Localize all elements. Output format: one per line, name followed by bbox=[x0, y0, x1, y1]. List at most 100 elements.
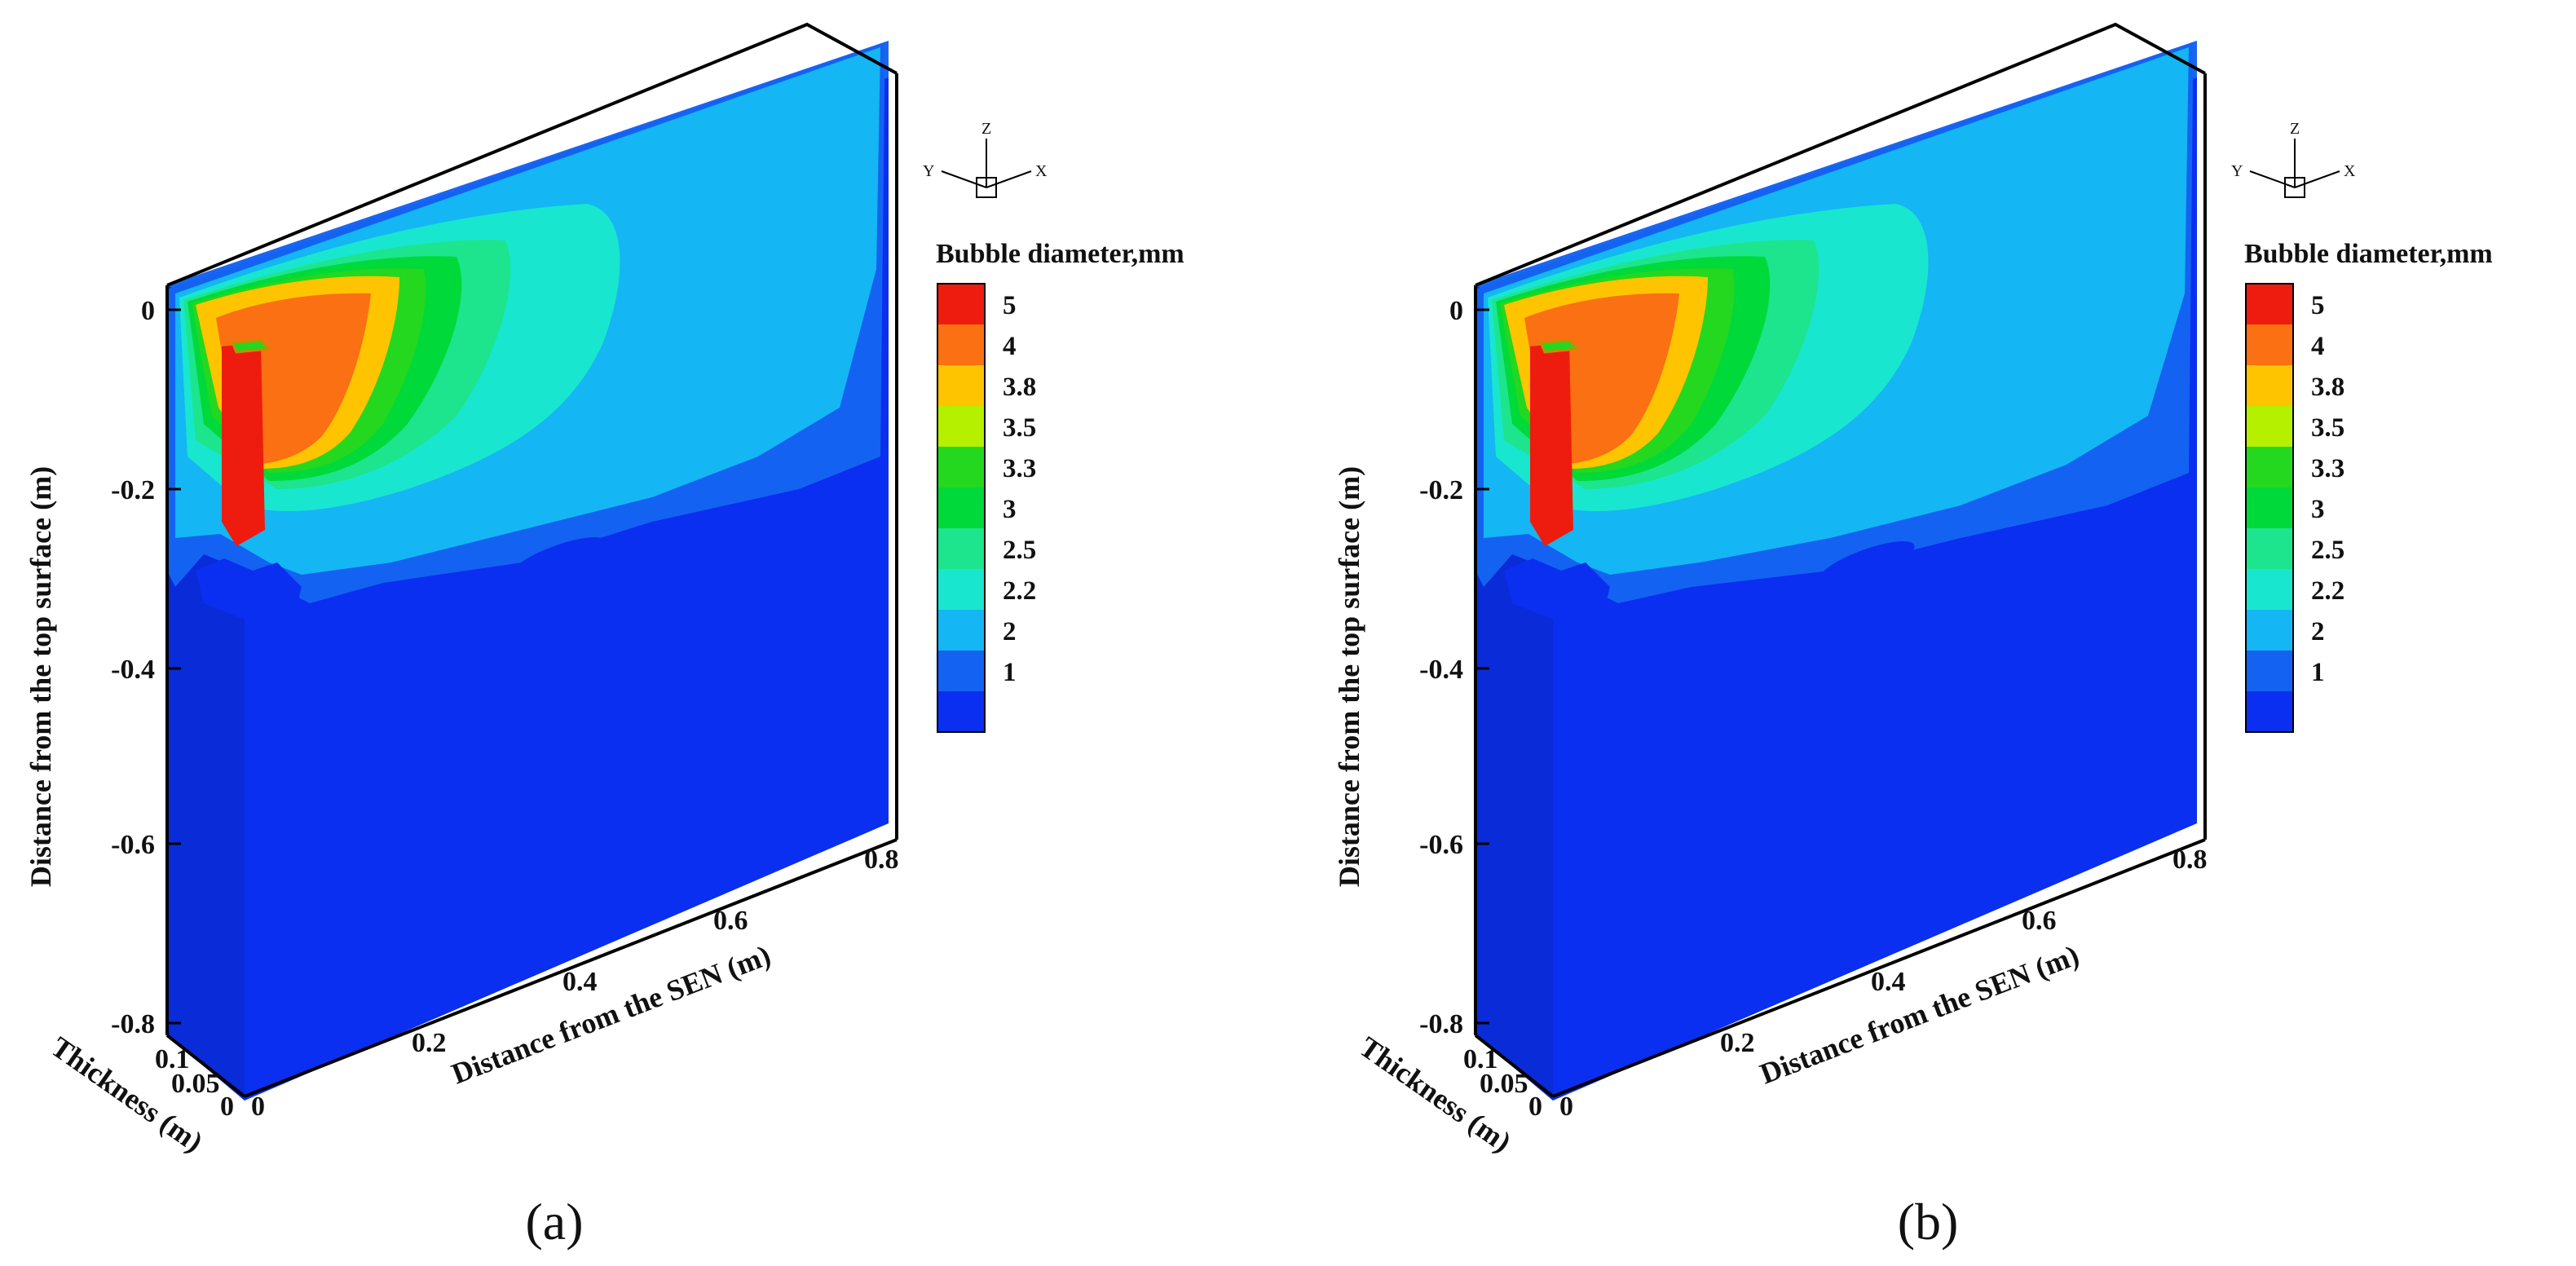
axis-triad: Z X Y bbox=[923, 120, 1048, 198]
z-axis: 0 -0.2 -0.4 -0.6 -0.8 Distance from the … bbox=[24, 296, 181, 1039]
panel-label-a: (a) bbox=[525, 1193, 583, 1251]
legend-label-7: 2.2 bbox=[1003, 576, 1036, 606]
legend-swatch-2 bbox=[937, 365, 985, 406]
z-tick-label-4: -0.8 bbox=[1419, 1009, 1463, 1039]
triad-z-label: Z bbox=[981, 120, 991, 138]
box-front-bottom bbox=[1552, 838, 2206, 1098]
y-tick-label-1: 0.05 bbox=[171, 1069, 220, 1099]
legend-label-4: 3.3 bbox=[2311, 454, 2344, 483]
z-axis-tick: -0.6 bbox=[1419, 830, 1489, 860]
legend-border bbox=[937, 283, 986, 733]
z-axis-tick: 0 bbox=[141, 296, 181, 326]
contour-pocket bbox=[510, 537, 607, 580]
legend-swatch-4 bbox=[2246, 447, 2293, 487]
axis-triad: Z X Y bbox=[2231, 120, 2356, 198]
legend-label-2: 3.8 bbox=[2311, 373, 2344, 402]
legend-swatch-8 bbox=[937, 610, 985, 651]
x-tick-label-3: 0.6 bbox=[713, 906, 748, 936]
x-tick-label-2: 0.4 bbox=[1871, 967, 1906, 997]
z-tick-label-4: -0.8 bbox=[111, 1009, 155, 1039]
z-tick-label-3: -0.6 bbox=[1419, 830, 1463, 860]
z-axis: 0 -0.2 -0.4 -0.6 -0.8 Distance from the … bbox=[1333, 296, 1489, 1039]
contour-pocket bbox=[1819, 541, 1915, 584]
z-axis-tick: -0.4 bbox=[111, 655, 181, 685]
x-tick-label-0: 0 bbox=[1559, 1092, 1573, 1122]
legend-label-1: 4 bbox=[1003, 332, 1017, 361]
panel-label-b: (b) bbox=[1898, 1193, 1959, 1251]
legend-label-8: 2 bbox=[1003, 617, 1017, 646]
box-side-bottom bbox=[165, 1034, 246, 1098]
legend-swatch-10 bbox=[937, 691, 985, 732]
legend-swatches: 5 4 3.8 3.5 3.3 3 2.5 2.2 2 1 bbox=[2245, 283, 2344, 733]
triad-y-label: Y bbox=[923, 162, 934, 180]
panel-b: 0 -0.2 -0.4 -0.6 -0.8 Distance from the … bbox=[1333, 22, 2493, 1251]
legend-label-5: 3 bbox=[1003, 495, 1017, 524]
x-tick-label-4: 0.8 bbox=[864, 845, 899, 875]
contour-region-level-9 bbox=[1530, 342, 1573, 546]
y-tick-label-2: 0.1 bbox=[1463, 1044, 1498, 1074]
x-tick-label-3: 0.6 bbox=[2022, 906, 2057, 936]
z-axis-tick: -0.2 bbox=[1419, 475, 1489, 505]
legend-swatch-3 bbox=[937, 406, 985, 447]
triad-x-label: X bbox=[2344, 162, 2356, 180]
z-tick-label-1: -0.2 bbox=[111, 475, 155, 505]
z-axis-tick: -0.6 bbox=[111, 830, 181, 860]
contour-edge bbox=[1504, 558, 1610, 620]
z-tick-label-3: -0.6 bbox=[111, 830, 155, 860]
legend-label-6: 2.5 bbox=[2311, 536, 2344, 565]
z-tick-label-2: -0.4 bbox=[1419, 655, 1463, 685]
z-axis-tick: -0.2 bbox=[111, 475, 181, 505]
legend-swatches: 5 4 3.8 3.5 3.3 3 2.5 2.2 2 1 bbox=[937, 283, 1036, 733]
triad-x-label: X bbox=[1035, 162, 1048, 180]
legend-swatch-0 bbox=[2246, 284, 2293, 324]
z-axis-title: Distance from the top surface (m) bbox=[24, 466, 57, 887]
sen-nozzle bbox=[1538, 339, 1581, 354]
z-tick-label-0: 0 bbox=[1449, 296, 1463, 326]
contour-plot bbox=[167, 41, 889, 1101]
legend-label-3: 3.5 bbox=[1003, 413, 1036, 443]
x-tick-label-4: 0.8 bbox=[2172, 845, 2208, 875]
legend-label-7: 2.2 bbox=[2311, 576, 2344, 606]
legend-swatch-6 bbox=[937, 528, 985, 569]
y-tick-label-2: 0.1 bbox=[155, 1044, 190, 1074]
contour-region-level-9 bbox=[222, 342, 265, 546]
legend-label-6: 2.5 bbox=[1003, 536, 1036, 565]
legend: Bubble diameter,mm 5 4 3.8 3.5 3.3 3 2.5 2.2 2 1 bbox=[936, 239, 1184, 733]
z-tick-label-1: -0.2 bbox=[1419, 475, 1463, 505]
triad-y-label: Y bbox=[2231, 162, 2243, 180]
legend-swatch-6 bbox=[2246, 528, 2293, 569]
legend-label-2: 3.8 bbox=[1003, 373, 1036, 402]
legend-swatch-7 bbox=[937, 569, 985, 610]
legend-swatch-5 bbox=[2246, 487, 2293, 528]
legend-swatch-1 bbox=[2246, 324, 2293, 365]
box-back-top bbox=[166, 22, 898, 287]
legend-swatch-10 bbox=[2246, 691, 2293, 732]
z-axis-tick: 0 bbox=[1449, 296, 1489, 326]
legend-label-0: 5 bbox=[2311, 291, 2325, 320]
z-axis-tick: -0.4 bbox=[1419, 655, 1489, 685]
legend-label-8: 2 bbox=[2311, 617, 2325, 646]
axis-box bbox=[165, 22, 898, 1098]
legend: Bubble diameter,mm 5 4 3.8 3.5 3.3 3 2.5 2.2 2 1 bbox=[2244, 239, 2493, 733]
legend-swatch-7 bbox=[2246, 569, 2293, 610]
x-tick-label-2: 0.4 bbox=[562, 967, 598, 997]
triad-z-label: Z bbox=[2290, 120, 2300, 138]
z-axis-title: Distance from the top surface (m) bbox=[1333, 466, 1365, 887]
box-side-bottom bbox=[1474, 1034, 1555, 1098]
legend-label-4: 3.3 bbox=[1003, 454, 1036, 483]
z-tick-label-2: -0.4 bbox=[111, 655, 155, 685]
panel-a: 0 -0.2 -0.4 -0.6 -0.8 Distance from the … bbox=[24, 22, 1184, 1251]
legend-title: Bubble diameter,mm bbox=[2244, 239, 2493, 269]
legend-swatch-8 bbox=[2246, 610, 2293, 651]
legend-title: Bubble diameter,mm bbox=[936, 239, 1184, 269]
axis-box bbox=[1474, 22, 2207, 1098]
y-tick-label-1: 0.05 bbox=[1480, 1069, 1528, 1099]
legend-swatch-4 bbox=[937, 447, 985, 487]
legend-label-1: 4 bbox=[2311, 332, 2325, 361]
contour-edge bbox=[196, 558, 302, 620]
legend-label-3: 3.5 bbox=[2311, 413, 2344, 443]
legend-swatch-0 bbox=[937, 284, 985, 324]
legend-swatch-5 bbox=[937, 487, 985, 528]
x-tick-label-0: 0 bbox=[251, 1092, 265, 1122]
